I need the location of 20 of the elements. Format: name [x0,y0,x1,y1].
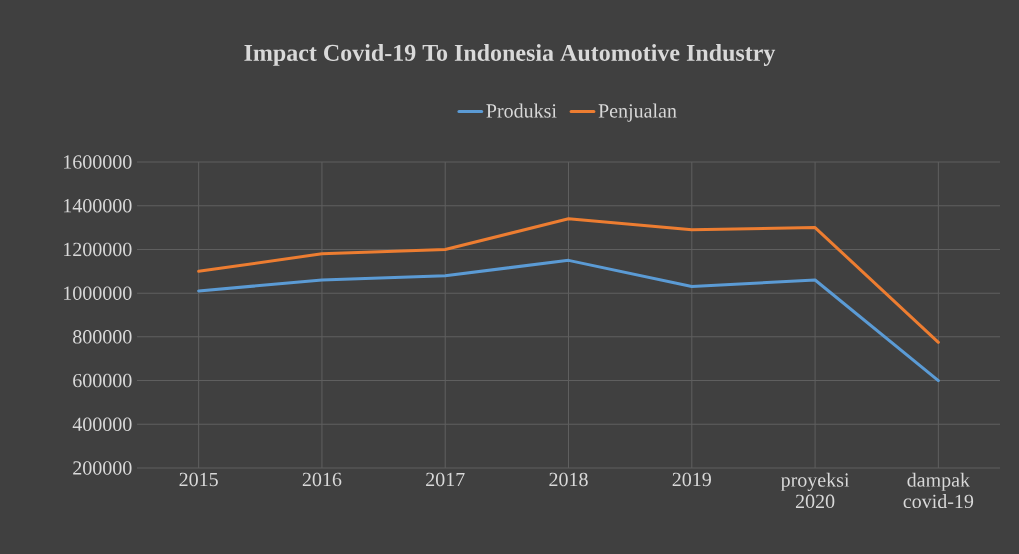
chart-title: Impact Covid-19 To Indonesia Automotive Industry [244,44,776,66]
legend-label: Penjualan [598,103,677,122]
x-tick-label: 2019 [672,472,711,487]
y-tick-label: 200000 [73,461,132,475]
x-tick-label: 2016 [302,472,342,487]
x-tick-label: 2015 [179,472,218,487]
line-series [197,258,940,383]
legend-label: Produksi [486,103,557,118]
y-tick-label: 800000 [73,330,132,344]
x-tick-label: 2017 [426,472,465,487]
x-tick-label: proyeksi 2020 [780,472,850,509]
y-tick-label: 400000 [72,417,132,432]
x-tick-label: 2018 [549,472,588,487]
line-series [197,217,940,344]
y-tick-label: 600000 [73,373,132,388]
y-tick-label: 1400000 [64,198,132,213]
y-tick-label: 1000000 [64,286,132,300]
x-tick-label: dampak covid-19 [903,472,974,509]
y-tick-label: 1600000 [64,155,132,169]
y-tick-label: 1200000 [64,242,132,257]
